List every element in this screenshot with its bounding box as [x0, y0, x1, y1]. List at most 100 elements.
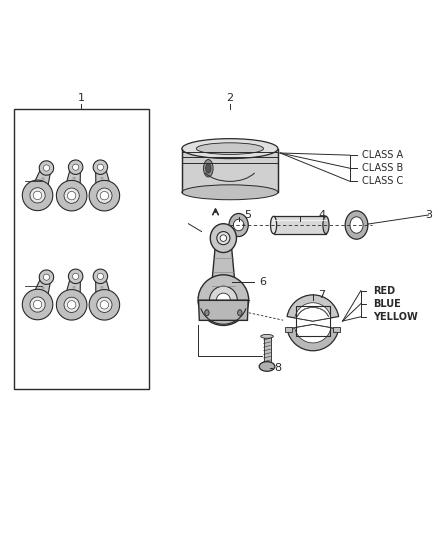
- Polygon shape: [72, 290, 75, 294]
- Text: CLASS A: CLASS A: [362, 150, 403, 160]
- Ellipse shape: [182, 185, 278, 200]
- Text: 1: 1: [78, 93, 85, 103]
- Ellipse shape: [89, 289, 120, 320]
- Ellipse shape: [68, 269, 83, 284]
- Ellipse shape: [97, 164, 103, 170]
- Ellipse shape: [100, 301, 109, 309]
- Ellipse shape: [271, 216, 277, 234]
- Polygon shape: [71, 186, 74, 189]
- Ellipse shape: [196, 143, 264, 155]
- Text: 3: 3: [425, 210, 432, 220]
- Ellipse shape: [204, 159, 213, 177]
- Polygon shape: [73, 177, 76, 180]
- Text: 6: 6: [259, 277, 266, 287]
- Ellipse shape: [22, 289, 53, 320]
- Bar: [264, 336, 271, 362]
- Ellipse shape: [210, 224, 237, 253]
- Ellipse shape: [220, 235, 226, 241]
- Polygon shape: [41, 286, 45, 289]
- Polygon shape: [63, 166, 81, 200]
- Polygon shape: [100, 177, 103, 180]
- Ellipse shape: [64, 188, 79, 203]
- Wedge shape: [295, 325, 331, 343]
- Wedge shape: [295, 303, 331, 321]
- Ellipse shape: [30, 188, 45, 203]
- Wedge shape: [287, 325, 339, 351]
- Ellipse shape: [64, 297, 79, 312]
- Ellipse shape: [93, 269, 108, 284]
- Text: RED: RED: [374, 286, 396, 295]
- Text: 4: 4: [318, 210, 325, 220]
- Polygon shape: [38, 186, 42, 189]
- Polygon shape: [198, 300, 248, 320]
- Bar: [286, 327, 292, 332]
- Ellipse shape: [323, 216, 329, 234]
- Bar: [182, 149, 278, 192]
- Bar: [333, 327, 340, 332]
- Text: 2: 2: [226, 93, 233, 103]
- Ellipse shape: [73, 164, 79, 170]
- Ellipse shape: [182, 139, 278, 159]
- Ellipse shape: [97, 297, 112, 312]
- Polygon shape: [100, 286, 103, 289]
- Ellipse shape: [22, 180, 53, 211]
- Ellipse shape: [261, 334, 273, 338]
- Polygon shape: [28, 276, 51, 310]
- Ellipse shape: [206, 164, 211, 173]
- Polygon shape: [40, 290, 43, 294]
- Bar: [274, 216, 326, 234]
- Ellipse shape: [67, 191, 76, 200]
- Ellipse shape: [216, 293, 230, 307]
- Ellipse shape: [93, 160, 108, 174]
- Bar: [296, 306, 330, 336]
- Ellipse shape: [33, 300, 42, 309]
- Ellipse shape: [97, 273, 103, 279]
- Polygon shape: [95, 276, 113, 309]
- Ellipse shape: [238, 310, 242, 316]
- Polygon shape: [102, 186, 105, 189]
- Ellipse shape: [233, 219, 244, 231]
- Ellipse shape: [33, 191, 42, 199]
- Polygon shape: [101, 182, 104, 184]
- Text: CLASS C: CLASS C: [362, 176, 403, 187]
- Wedge shape: [287, 295, 339, 321]
- Polygon shape: [40, 182, 43, 185]
- Ellipse shape: [39, 270, 54, 285]
- Ellipse shape: [43, 274, 49, 280]
- Polygon shape: [28, 166, 51, 201]
- Ellipse shape: [97, 188, 112, 203]
- Text: 8: 8: [274, 363, 282, 373]
- Polygon shape: [72, 182, 75, 184]
- Text: BLUE: BLUE: [374, 298, 401, 309]
- Polygon shape: [63, 276, 81, 309]
- Ellipse shape: [67, 301, 76, 309]
- Ellipse shape: [30, 297, 45, 312]
- Text: 5: 5: [244, 210, 251, 220]
- Polygon shape: [95, 166, 113, 200]
- Polygon shape: [210, 244, 237, 300]
- Polygon shape: [41, 177, 45, 180]
- Ellipse shape: [229, 214, 248, 237]
- Polygon shape: [73, 286, 76, 289]
- Ellipse shape: [345, 211, 368, 239]
- Text: CLASS B: CLASS B: [362, 163, 403, 173]
- Ellipse shape: [57, 289, 87, 320]
- Ellipse shape: [39, 161, 54, 175]
- Text: 7: 7: [318, 290, 325, 300]
- Ellipse shape: [100, 191, 109, 200]
- Polygon shape: [38, 295, 42, 298]
- Ellipse shape: [43, 165, 49, 171]
- Polygon shape: [101, 290, 104, 294]
- Ellipse shape: [217, 231, 230, 245]
- Ellipse shape: [57, 180, 87, 211]
- Bar: [14, 109, 149, 389]
- Polygon shape: [102, 295, 105, 298]
- Ellipse shape: [68, 160, 83, 174]
- Ellipse shape: [350, 217, 363, 233]
- Text: YELLOW: YELLOW: [374, 312, 418, 322]
- Ellipse shape: [243, 224, 244, 226]
- Ellipse shape: [73, 273, 79, 279]
- Ellipse shape: [259, 362, 275, 372]
- Ellipse shape: [205, 310, 209, 316]
- Ellipse shape: [209, 286, 237, 314]
